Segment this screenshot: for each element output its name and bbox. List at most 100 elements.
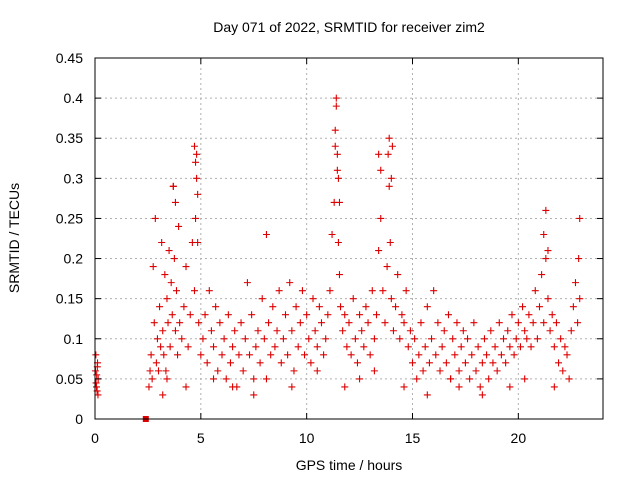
data-point bbox=[464, 335, 472, 343]
data-point bbox=[180, 303, 188, 311]
data-point bbox=[514, 319, 522, 327]
data-point bbox=[145, 383, 153, 391]
data-point bbox=[347, 351, 355, 359]
data-point bbox=[362, 303, 370, 311]
data-point bbox=[322, 335, 330, 343]
data-point bbox=[449, 335, 457, 343]
data-point bbox=[531, 287, 539, 295]
data-point bbox=[267, 351, 275, 359]
data-point bbox=[402, 287, 410, 295]
data-point bbox=[381, 319, 389, 327]
data-point bbox=[557, 335, 565, 343]
data-point bbox=[147, 351, 155, 359]
data-point bbox=[536, 303, 543, 311]
data-point bbox=[453, 319, 461, 327]
data-point bbox=[430, 287, 438, 295]
data-point bbox=[229, 383, 237, 391]
data-point bbox=[377, 214, 385, 222]
data-point bbox=[356, 375, 364, 383]
data-point bbox=[478, 359, 486, 367]
data-point bbox=[523, 335, 531, 343]
data-point bbox=[470, 319, 478, 327]
data-point bbox=[516, 343, 524, 351]
data-point bbox=[265, 319, 273, 327]
data-point bbox=[254, 327, 262, 335]
data-point bbox=[174, 351, 182, 359]
data-point bbox=[413, 375, 421, 383]
data-point bbox=[288, 327, 296, 335]
data-point bbox=[544, 247, 552, 255]
data-point bbox=[292, 303, 300, 311]
data-point bbox=[476, 383, 484, 391]
data-point bbox=[550, 343, 558, 351]
data-point bbox=[423, 391, 431, 399]
data-point bbox=[218, 351, 226, 359]
data-point bbox=[309, 295, 317, 303]
data-point bbox=[262, 230, 270, 238]
data-point bbox=[569, 303, 577, 311]
data-point bbox=[235, 351, 243, 359]
data-point bbox=[398, 311, 406, 319]
data-point bbox=[335, 198, 343, 206]
y-tick-label: 0.2 bbox=[64, 251, 84, 267]
data-point bbox=[237, 319, 245, 327]
data-point bbox=[252, 343, 260, 351]
data-point bbox=[210, 343, 218, 351]
data-point bbox=[246, 351, 254, 359]
data-point bbox=[146, 367, 154, 375]
data-point bbox=[193, 174, 201, 182]
data-point bbox=[345, 319, 353, 327]
data-point bbox=[159, 391, 167, 399]
data-point bbox=[508, 311, 516, 319]
data-point bbox=[178, 335, 186, 343]
data-point bbox=[92, 351, 100, 359]
data-point bbox=[423, 303, 431, 311]
data-point bbox=[311, 327, 319, 335]
data-point bbox=[273, 327, 281, 335]
data-point bbox=[269, 303, 277, 311]
data-point bbox=[226, 359, 234, 367]
data-point bbox=[358, 327, 366, 335]
data-point bbox=[555, 359, 563, 367]
data-point bbox=[506, 383, 514, 391]
data-point bbox=[428, 335, 436, 343]
data-point bbox=[343, 343, 351, 351]
data-point bbox=[538, 271, 546, 279]
data-point bbox=[576, 295, 584, 303]
y-tick-label: 0 bbox=[75, 411, 83, 427]
data-point bbox=[335, 271, 343, 279]
data-point bbox=[339, 327, 347, 335]
y-tick-label: 0.3 bbox=[64, 170, 84, 186]
data-point bbox=[386, 239, 394, 247]
data-point bbox=[440, 327, 448, 335]
data-point bbox=[163, 295, 171, 303]
data-point bbox=[421, 343, 429, 351]
data-point bbox=[313, 343, 321, 351]
data-point bbox=[379, 287, 387, 295]
data-point bbox=[385, 182, 393, 190]
data-point bbox=[461, 359, 469, 367]
data-point bbox=[571, 279, 579, 287]
data-point bbox=[563, 351, 571, 359]
x-axis-label: GPS time / hours bbox=[296, 457, 403, 473]
data-point bbox=[212, 303, 220, 311]
data-point bbox=[394, 271, 402, 279]
data-point bbox=[459, 327, 467, 335]
data-point bbox=[444, 311, 452, 319]
data-point bbox=[510, 351, 518, 359]
data-point bbox=[175, 222, 183, 230]
data-point bbox=[151, 214, 159, 222]
data-point bbox=[550, 383, 558, 391]
data-point bbox=[489, 359, 497, 367]
data-point bbox=[160, 351, 168, 359]
data-point bbox=[171, 327, 179, 335]
data-point bbox=[184, 343, 192, 351]
data-point bbox=[366, 351, 374, 359]
data-point bbox=[250, 375, 258, 383]
data-point bbox=[415, 351, 423, 359]
data-point bbox=[504, 327, 512, 335]
data-point bbox=[192, 214, 200, 222]
data-point bbox=[370, 335, 378, 343]
data-point bbox=[190, 287, 198, 295]
